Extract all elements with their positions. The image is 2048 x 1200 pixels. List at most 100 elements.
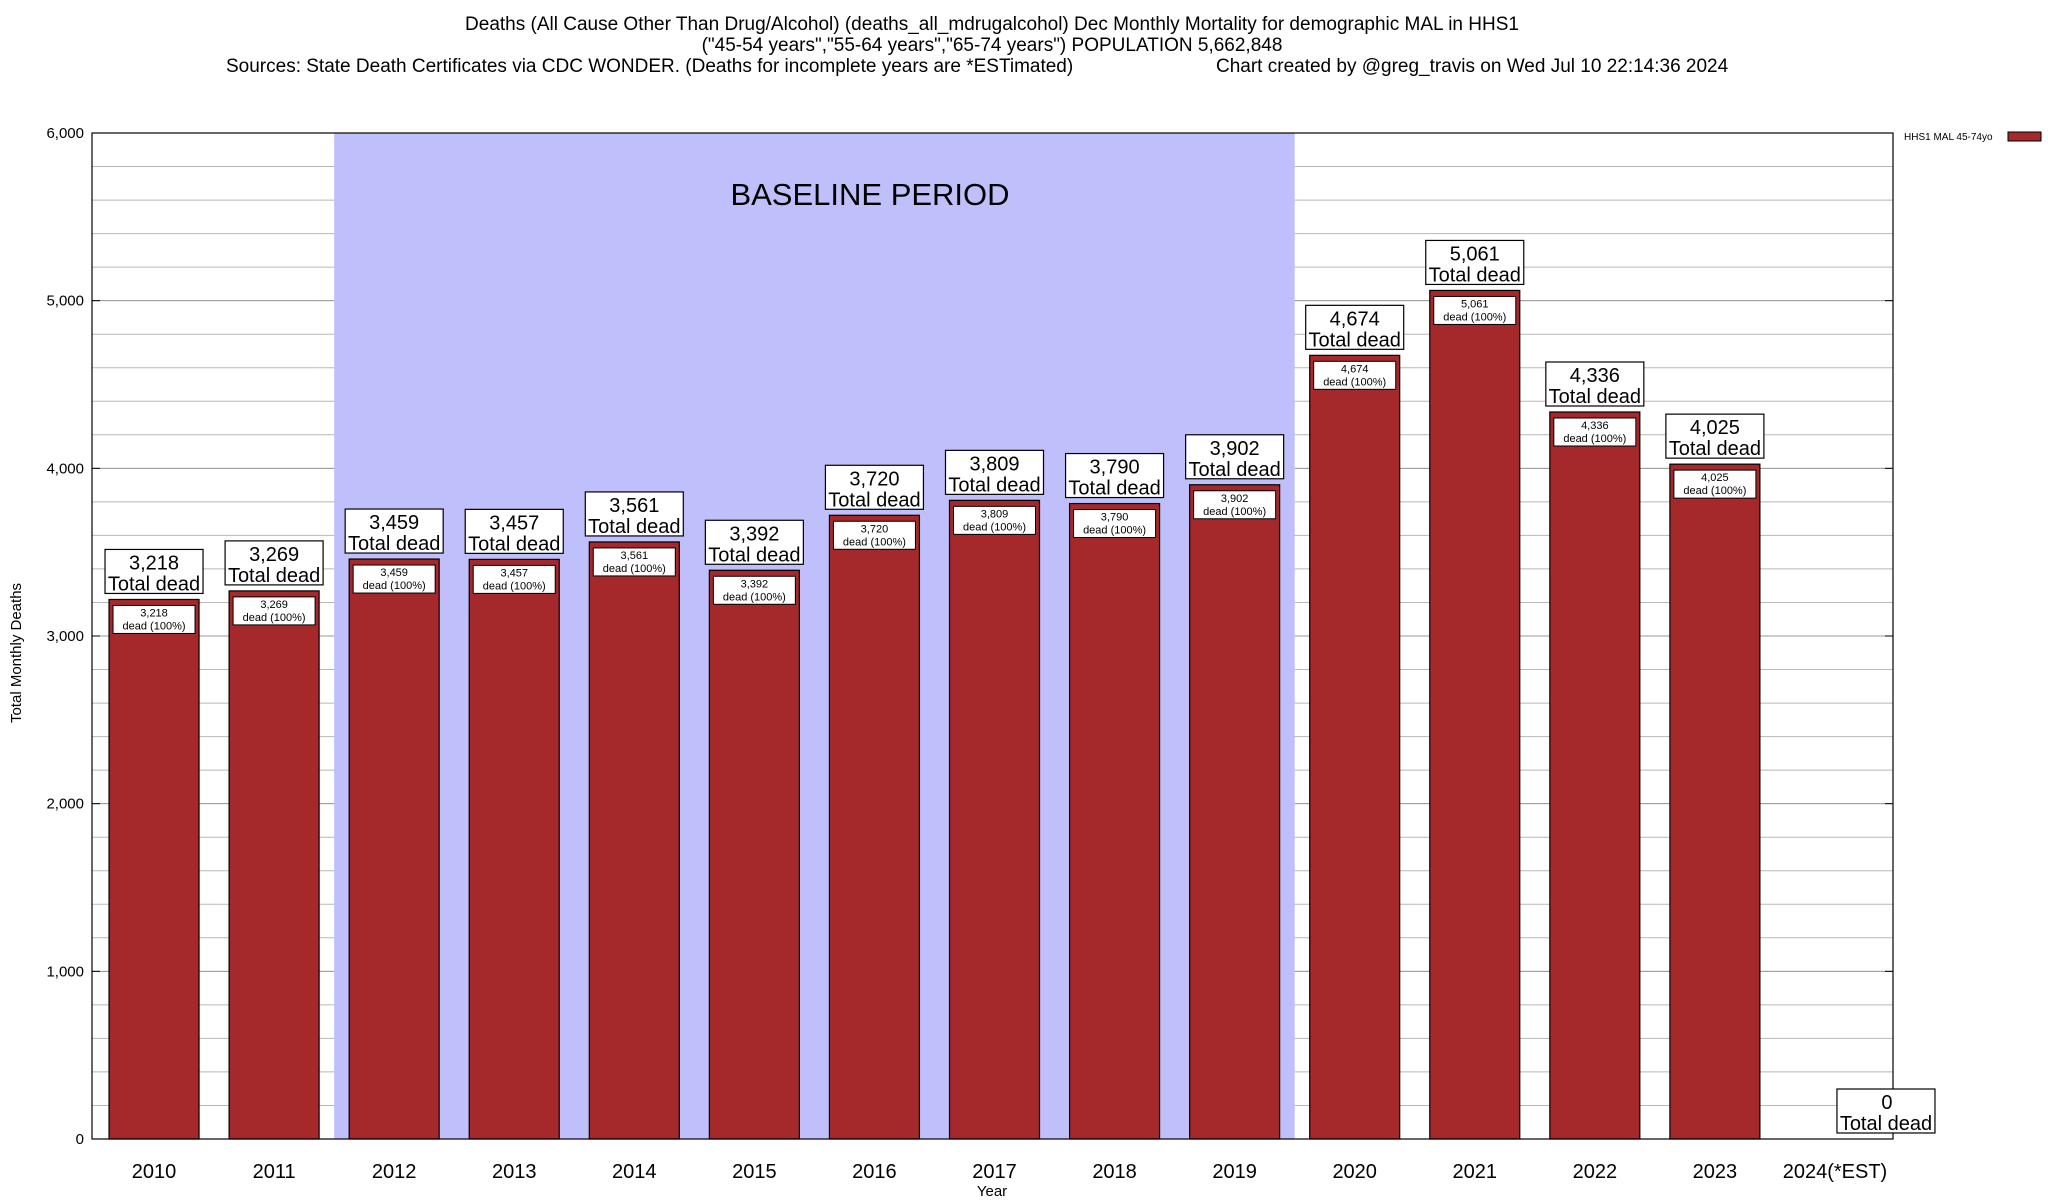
bar-2023 <box>1669 463 1761 1140</box>
inner-label-box <box>592 547 676 577</box>
total-value-label: 3,720 <box>849 468 899 490</box>
total-value-label: 4,336 <box>1570 365 1620 387</box>
total-label-box <box>1185 434 1285 480</box>
legend-label: HHS1 MAL 45-74yo <box>1904 132 1993 143</box>
total-caption-label: Total dead <box>1669 438 1761 460</box>
total-caption-label: Total dead <box>708 544 800 566</box>
total-caption-label: Total dead <box>108 573 200 595</box>
total-value-label: 3,218 <box>129 552 179 574</box>
total-value-label: 0 <box>1881 1092 1892 1114</box>
total-label-box <box>584 491 684 537</box>
inner-value-label: 3,392 <box>741 578 769 590</box>
inner-caption-label: dead (100%) <box>363 580 426 592</box>
inner-label-box <box>112 604 196 634</box>
inner-caption-label: dead (100%) <box>123 620 186 632</box>
total-caption-label: Total dead <box>1068 478 1160 500</box>
total-caption-label: Total dead <box>588 516 680 538</box>
total-caption-label: Total dead <box>348 533 440 555</box>
total-value-label: 3,457 <box>489 512 539 534</box>
inner-label-box <box>1673 469 1757 499</box>
inner-caption-label: dead (100%) <box>1563 433 1626 445</box>
total-label-box <box>1836 1088 1936 1134</box>
inner-label-box <box>712 575 796 605</box>
total-value-label: 3,392 <box>729 523 779 545</box>
x-tick-label: 2017 <box>972 1161 1017 1183</box>
axes-layer: 0 1,000 2,000 3,000 4,000 5,000 6,000 2010 2011 2… <box>46 125 1894 1183</box>
bar-2019 <box>1189 484 1281 1140</box>
total-value-label: 3,790 <box>1090 457 1140 479</box>
total-label-box <box>1064 452 1165 499</box>
y-tick-label: 4,000 <box>46 460 84 477</box>
x-tick-label: 2013 <box>492 1161 537 1183</box>
inner-value-label: 4,336 <box>1581 420 1609 432</box>
total-label-box <box>1305 304 1405 350</box>
x-tick-label: 2010 <box>132 1161 177 1183</box>
bar-2016 <box>828 514 921 1140</box>
inner-value-label: 3,218 <box>140 607 168 619</box>
y-tick-label: 1,000 <box>46 963 84 980</box>
bars-layer <box>108 289 1761 1140</box>
bar-2014 <box>588 541 680 1140</box>
inner-value-label: 4,674 <box>1341 363 1369 375</box>
y-axis-title: Total Monthly Deaths <box>8 583 25 723</box>
total-caption-label: Total dead <box>228 565 320 587</box>
inner-value-label: 3,269 <box>260 599 288 611</box>
total-value-label: 3,459 <box>369 512 419 534</box>
bar-2015 <box>708 569 800 1140</box>
total-value-label: 4,674 <box>1330 308 1380 330</box>
total-caption-label: Total dead <box>948 474 1040 496</box>
bar-2022 <box>1549 411 1641 1140</box>
total-label-box <box>704 519 804 565</box>
x-tick-label: 2019 <box>1212 1161 1257 1183</box>
inner-caption-label: dead (100%) <box>243 612 306 624</box>
total-caption-label: Total dead <box>1840 1113 1932 1135</box>
inner-value-label: 3,459 <box>380 567 408 579</box>
inner-caption-label: dead (100%) <box>483 580 546 592</box>
x-axis-title: Year <box>977 1183 1007 1200</box>
total-label-box <box>104 548 204 595</box>
y-tick-label: 5,000 <box>46 293 84 310</box>
bar-2017 <box>948 499 1041 1140</box>
y-tick-label: 2,000 <box>46 796 84 813</box>
total-caption-label: Total dead <box>1429 264 1521 286</box>
y-tick-label: 0 <box>76 1131 84 1148</box>
total-label-box <box>464 508 564 554</box>
total-caption-label: Total dead <box>828 489 920 511</box>
baseline-period-label: BASELINE PERIOD <box>730 177 1009 212</box>
total-value-label: 3,809 <box>969 453 1019 475</box>
total-value-label: 5,061 <box>1450 243 1500 265</box>
bar-2012 <box>348 558 440 1140</box>
inner-caption-label: dead (100%) <box>1323 376 1386 388</box>
inner-value-label: 5,061 <box>1461 298 1489 310</box>
x-tick-label: 2012 <box>372 1161 417 1183</box>
inner-label-box <box>352 564 436 594</box>
inner-label-box <box>1193 490 1277 520</box>
total-value-label: 3,269 <box>249 544 299 566</box>
inner-caption-label: dead (100%) <box>843 536 906 548</box>
x-tick-label: 2022 <box>1573 1161 1618 1183</box>
total-label-box <box>944 449 1045 495</box>
inner-value-label: 3,790 <box>1101 512 1129 524</box>
bar-2010 <box>108 598 200 1140</box>
inner-value-label: 3,809 <box>981 508 1009 520</box>
chart-title-line2: ("45-54 years","55-64 years","65-74 year… <box>702 35 1283 56</box>
total-value-label: 4,025 <box>1690 417 1740 439</box>
inner-value-label: 3,457 <box>500 567 528 579</box>
chart-title-line1: Deaths (All Cause Other Than Drug/Alcoho… <box>465 14 1519 35</box>
total-label-box <box>344 508 444 554</box>
inner-label-box <box>953 505 1036 535</box>
bar-2021 <box>1429 289 1521 1140</box>
bar-2011 <box>228 590 320 1140</box>
inner-label-box <box>1553 417 1637 447</box>
bar-2013 <box>468 558 560 1140</box>
legend-swatch <box>2007 131 2042 142</box>
total-caption-label: Total dead <box>1549 386 1641 408</box>
inner-caption-label: dead (100%) <box>1443 311 1506 323</box>
total-caption-label: Total dead <box>1309 329 1401 351</box>
total-caption-label: Total dead <box>468 533 560 555</box>
inner-caption-label: dead (100%) <box>1203 506 1266 518</box>
inner-label-box <box>232 596 316 626</box>
inner-value-label: 3,561 <box>621 550 649 562</box>
total-value-label: 3,902 <box>1210 438 1260 460</box>
x-tick-label: 2014 <box>612 1161 657 1183</box>
